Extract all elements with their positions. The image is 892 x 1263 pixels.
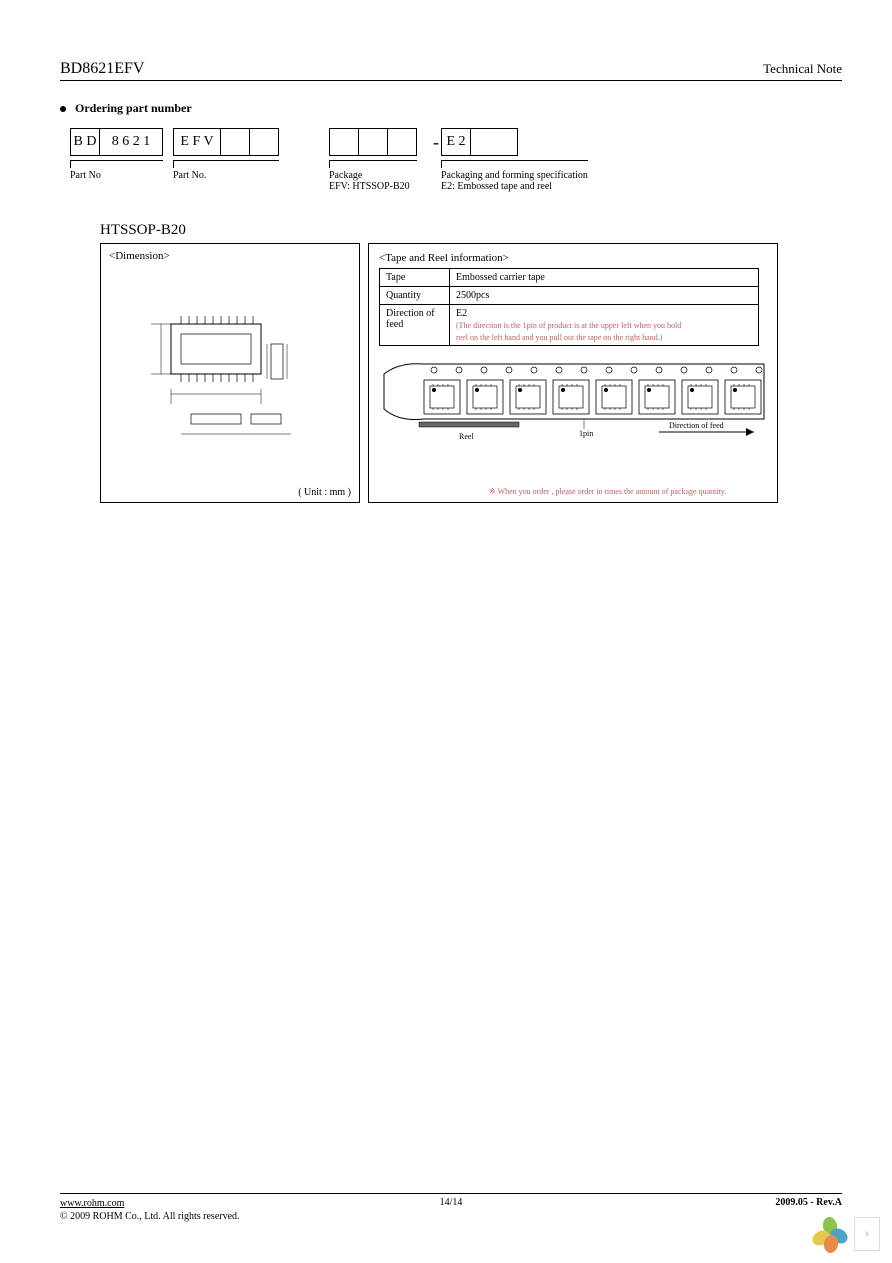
ord-group-partno2: E F V Part No. (173, 128, 279, 181)
dimension-unit: ( Unit : mm ) (298, 487, 351, 498)
ord-sublabel: E2: Embossed tape and reel (441, 181, 588, 192)
table-row: Tape Embossed carrier tape (380, 269, 759, 287)
tape-info-table: Tape Embossed carrier tape Quantity 2500… (379, 268, 759, 346)
package-dimension-drawing (131, 294, 331, 464)
ord-cell (358, 128, 388, 156)
tape-val: 2500pcs (450, 287, 759, 305)
ord-cell (470, 128, 518, 156)
nav-widget: › (814, 1217, 880, 1251)
ord-cell: 8 6 2 1 (99, 128, 163, 156)
ord-cell: E F V (173, 128, 221, 156)
tape-reel-drawing: Reel 1pin Direction of feed (379, 354, 769, 444)
tape-val: E2 (The direction is the 1pin of product… (450, 305, 759, 346)
ordering-diagram: B D 8 6 2 1 Part No E F V Part No. (70, 128, 842, 192)
tape-key: Direction of feed (380, 305, 450, 346)
tape-key: Quantity (380, 287, 450, 305)
tape-panel: <Tape and Reel information> Tape Embosse… (368, 243, 778, 503)
footer-rev: 2009.05 - Rev.A (775, 1197, 842, 1208)
package-panels: <Dimension> (100, 243, 842, 503)
bullet-icon (60, 106, 66, 112)
order-note: ※ When you order , please order in times… (489, 487, 726, 496)
ord-cell (220, 128, 250, 156)
package-name: HTSSOP-B20 (100, 222, 842, 239)
table-row: Direction of feed E2 (The direction is t… (380, 305, 759, 346)
page-footer: www.rohm.com © 2009 ROHM Co., Ltd. All r… (60, 1193, 842, 1223)
ordering-title-text: Ordering part number (75, 101, 192, 115)
feed-note: (The direction is the 1pin of product is… (456, 321, 752, 331)
logo-icon[interactable] (814, 1217, 848, 1251)
footer-copyright: © 2009 ROHM Co., Ltd. All rights reserve… (60, 1210, 240, 1223)
part-number-title: BD8621EFV (60, 60, 144, 78)
footer-left: www.rohm.com © 2009 ROHM Co., Ltd. All r… (60, 1197, 240, 1223)
ord-sublabel: EFV: HTSSOP-B20 (329, 181, 417, 192)
ord-group-package: Package EFV: HTSSOP-B20 (329, 128, 417, 192)
ord-label: Part No. (173, 170, 279, 181)
footer-url: www.rohm.com (60, 1197, 240, 1210)
ord-group-packaging: E 2 Packaging and forming specification … (441, 128, 588, 192)
ord-cell (387, 128, 417, 156)
dash: - (427, 128, 441, 192)
ordering-section-title: Ordering part number (60, 101, 842, 116)
footer-page: 14/14 (440, 1197, 463, 1208)
next-page-button[interactable]: › (854, 1217, 880, 1251)
feed-note: reel on the left hand and you pull out t… (456, 333, 752, 343)
ord-cell: E 2 (441, 128, 471, 156)
doc-type: Technical Note (763, 61, 842, 77)
ord-cell (329, 128, 359, 156)
tape-val: Embossed carrier tape (450, 269, 759, 287)
ord-group-partno1: B D 8 6 2 1 Part No (70, 128, 163, 181)
ord-label: Part No (70, 170, 163, 181)
tape-key: Tape (380, 269, 450, 287)
table-row: Quantity 2500pcs (380, 287, 759, 305)
ord-label: Packaging and forming specification (441, 170, 588, 181)
page-header: BD8621EFV Technical Note (60, 60, 842, 81)
tape-title: <Tape and Reel information> (379, 252, 767, 264)
ord-cell (249, 128, 279, 156)
ord-label: Package (329, 170, 417, 181)
dir-label-svg: Direction of feed (669, 421, 724, 430)
dimension-panel: <Dimension> (100, 243, 360, 503)
ord-cell: B D (70, 128, 100, 156)
reel-label-svg: Reel (459, 432, 474, 441)
dimension-title: <Dimension> (109, 250, 351, 262)
pin-label-svg: 1pin (579, 429, 593, 438)
